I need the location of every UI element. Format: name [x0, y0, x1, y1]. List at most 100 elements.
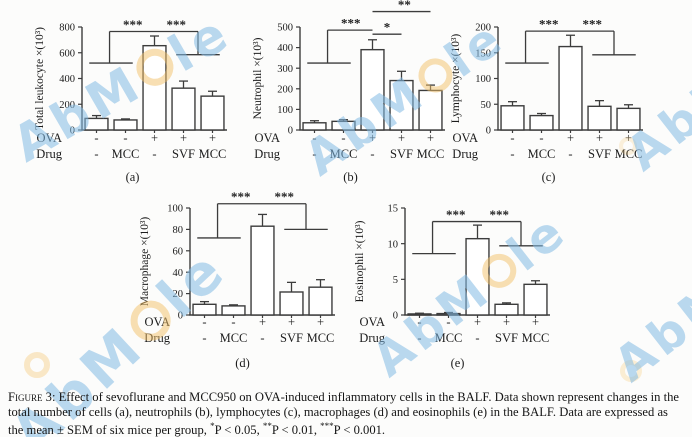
row-value: MCC — [220, 331, 248, 345]
row-value: MCC — [417, 147, 445, 161]
chart-panel-c: 0 50 100 150 200 Lymphocyte ×(10³) *** *** OVA - -… — [446, 0, 651, 190]
figure-caption: Figure 3: Effect of sevoflurane and MCC9… — [8, 390, 686, 437]
bar — [500, 105, 525, 131]
panel-label: (c) — [542, 170, 556, 184]
sig-label: *** — [231, 192, 251, 204]
y-tick-label: 100 — [475, 74, 491, 85]
row-value: + — [427, 131, 434, 145]
y-tick-label: 200 — [277, 84, 293, 95]
row-label: OVA — [37, 131, 62, 145]
chart-panel-e: 0 5 10 15 Eosinophil ×(10³) *** *** OVA - - + + + Dru… — [350, 192, 565, 387]
row-value: MCC — [330, 147, 358, 161]
watermark-ring-dot-icon — [24, 352, 50, 378]
y-tick-label: 400 — [59, 74, 75, 85]
bar — [494, 303, 519, 316]
y-tick-label: 500 — [277, 23, 293, 34]
y-tick-label: 0 — [486, 126, 491, 137]
bar-chart-svg: 0 200 400 600 800 Total leukocyte ×(10³) *** **… — [34, 17, 227, 184]
caption-p1-text: P < 0.05, — [214, 423, 263, 437]
bar — [616, 107, 641, 131]
row-value: SVF — [172, 147, 195, 161]
row-label: Drug — [452, 147, 478, 161]
sig-label: *** — [123, 17, 143, 32]
row-value: - — [341, 131, 345, 145]
row-value: + — [567, 131, 574, 145]
row-value: - — [202, 315, 206, 329]
row-label: Drug — [359, 331, 385, 345]
row-label: Drug — [254, 147, 280, 161]
row-value: - — [312, 131, 316, 145]
y-tick-label: 100 — [277, 105, 293, 116]
row-value: + — [288, 315, 295, 329]
y-tick-label: 300 — [277, 64, 293, 75]
bar — [302, 122, 327, 131]
y-tick-label: 150 — [475, 48, 491, 59]
sig-label: *** — [539, 17, 559, 32]
row-value: - — [510, 147, 514, 161]
row-value: - — [568, 147, 572, 161]
row-value: MCC — [307, 331, 335, 345]
row-value: + — [398, 131, 405, 145]
row-value: - — [475, 331, 479, 345]
bar — [221, 305, 246, 316]
row-value: - — [260, 331, 264, 345]
chart-panel-a: 0 200 400 600 800 Total leukocyte ×(10³) *** **… — [30, 0, 235, 190]
bar — [142, 44, 167, 131]
bar — [587, 105, 612, 131]
row-value: + — [209, 131, 216, 145]
row-value: SVF — [390, 147, 413, 161]
y-axis-label: Lymphocyte ×(10³) — [450, 34, 462, 124]
bar — [389, 79, 414, 131]
bar-chart-svg: 0 5 10 15 Eosinophil ×(10³) *** *** OVA - - + + + Dru… — [354, 204, 550, 370]
row-value: MCC — [435, 331, 463, 345]
bar — [465, 237, 490, 316]
row-value: MCC — [199, 147, 227, 161]
row-value: MCC — [522, 331, 550, 345]
caption-p1-stars: * — [210, 420, 215, 431]
y-axis-label: Total leukocyte ×(10³) — [34, 27, 46, 130]
bar — [200, 95, 225, 131]
y-tick-label: 5 — [393, 275, 398, 286]
bar — [523, 283, 548, 316]
panel-label: (a) — [126, 170, 140, 184]
row-value: - — [123, 131, 127, 145]
row-value: - — [312, 147, 316, 161]
y-tick-label: 10 — [388, 239, 399, 250]
y-tick-label: 80 — [173, 225, 184, 236]
sig-label: * — [384, 20, 391, 35]
bar — [113, 119, 138, 131]
y-tick-label: 60 — [173, 246, 184, 257]
row-value: - — [94, 147, 98, 161]
row-value: - — [510, 131, 514, 145]
row-value: + — [532, 315, 539, 329]
row-value: + — [317, 315, 324, 329]
sig-label: *** — [583, 17, 603, 32]
watermark-text: AbM — [604, 266, 692, 393]
watermark-abmole: AbMle — [604, 210, 692, 393]
bar — [360, 48, 385, 131]
row-value: + — [503, 315, 510, 329]
row-value: + — [625, 131, 632, 145]
panel-label: (e) — [451, 356, 465, 370]
caption-p2-text: P < 0.01, — [271, 423, 321, 437]
y-tick-label: 50 — [481, 100, 492, 111]
bar — [279, 291, 304, 316]
watermark-ring-dot-icon — [620, 360, 642, 382]
y-tick-label: 400 — [277, 43, 293, 54]
sig-label: *** — [490, 207, 510, 222]
bar — [250, 225, 275, 316]
sig-label: *** — [167, 17, 187, 32]
row-label: OVA — [360, 315, 385, 329]
y-axis-label: Eosinophil ×(10³) — [354, 220, 366, 302]
row-value: SVF — [588, 147, 611, 161]
row-value: MCC — [615, 147, 643, 161]
sig-label: *** — [275, 192, 295, 204]
row-value: SVF — [280, 331, 303, 345]
bar — [529, 114, 554, 131]
row-value: + — [596, 131, 603, 145]
y-tick-label: 100 — [167, 204, 183, 215]
bar-chart-svg: 0 50 100 150 200 Lymphocyte ×(10³) *** *** OVA - -… — [450, 17, 643, 184]
row-value: SVF — [495, 331, 518, 345]
row-value: - — [370, 147, 374, 161]
bar — [84, 117, 109, 131]
